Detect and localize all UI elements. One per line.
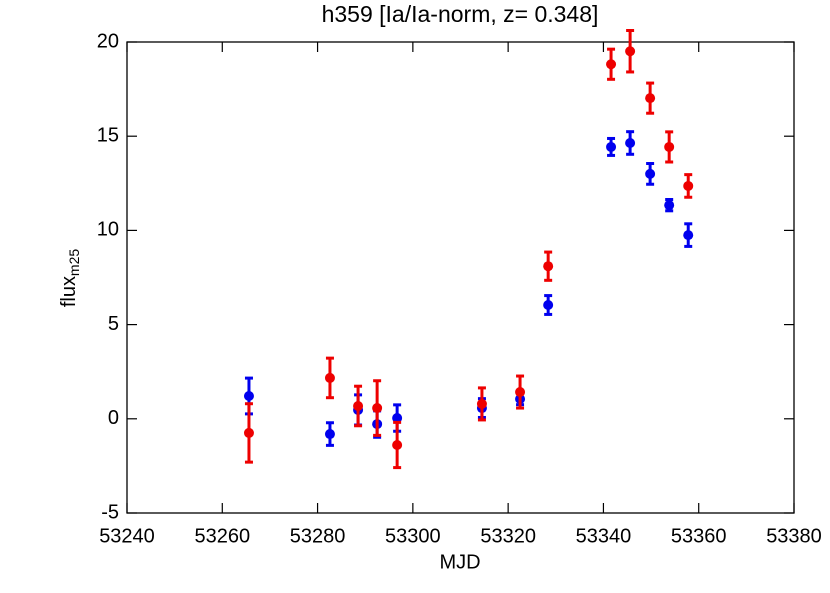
point [243,391,254,402]
x-tick-label: 53360 [671,525,727,547]
point [392,439,403,450]
y-axis-label-main: flux [58,276,80,307]
y-tick-label: 10 [97,219,119,241]
x-tick-label: 53280 [290,525,346,547]
point [372,403,383,414]
point [476,398,487,409]
y-tick-label: -5 [101,501,119,523]
point [606,141,617,152]
point [243,427,254,438]
y-tick-label: 15 [97,124,119,146]
point [392,413,403,424]
x-tick-label: 53300 [385,525,441,547]
point [664,200,675,211]
point [625,46,636,57]
x-axis-label: MJD [439,551,480,573]
point [324,372,335,383]
point [683,230,694,241]
y-tick-label: 20 [97,30,119,52]
x-tick-label: 53340 [576,525,632,547]
x-tick-label: 53380 [766,525,822,547]
point [543,261,554,272]
point [645,168,656,179]
y-axis-label: fluxm25 [58,249,81,308]
y-tick-label: 0 [108,407,119,429]
point [324,429,335,440]
x-tick-label: 53320 [480,525,536,547]
x-tick-label: 53260 [194,525,250,547]
point [625,137,636,148]
point [683,180,694,191]
x-tick-label: 53240 [99,525,155,547]
y-axis-label-subscript: m25 [66,249,82,276]
point [606,59,617,70]
chart-title: h359 [Ia/Ia-norm, z= 0.348] [322,1,599,27]
point [664,141,675,152]
point [353,400,364,411]
point [515,387,526,398]
point [645,93,656,104]
y-tick-label: 5 [108,313,119,335]
plot-frame [126,41,795,514]
point [543,300,554,311]
